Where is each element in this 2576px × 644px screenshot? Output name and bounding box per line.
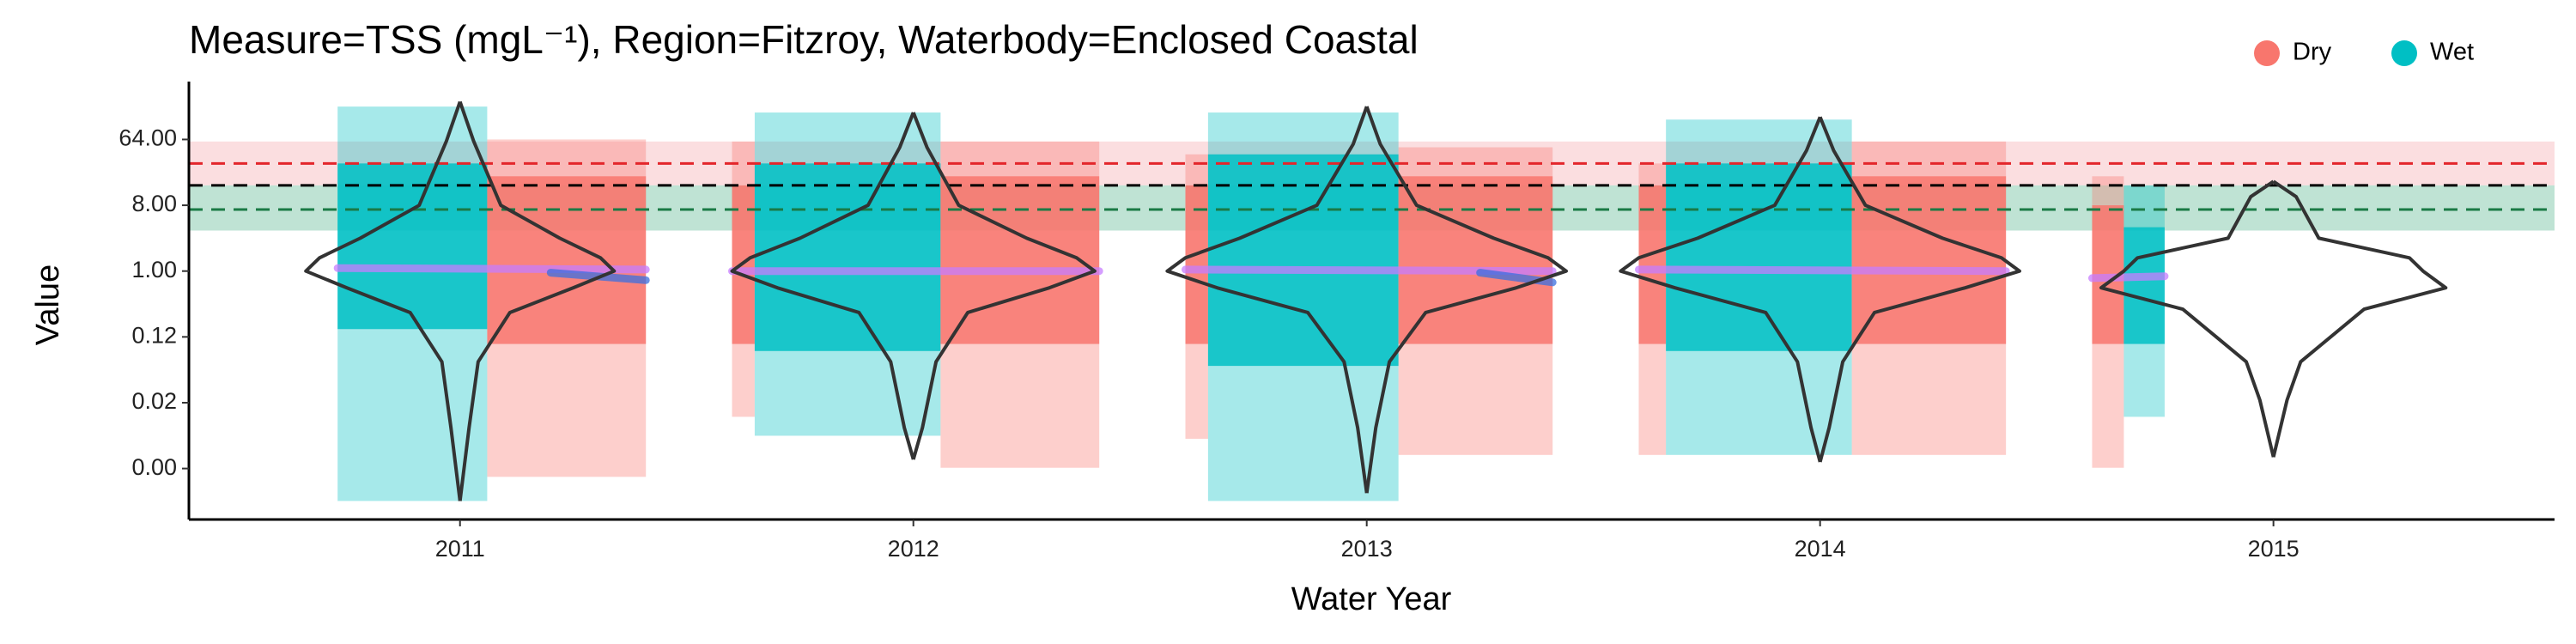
violin-outline (1619, 116, 1822, 463)
x-tick-label: 2012 (888, 536, 939, 562)
smooth-line (1634, 265, 2010, 276)
legend-swatch (2254, 40, 2280, 66)
y-tick-label: 0.12 (131, 322, 177, 348)
y-tick-label: 0.00 (131, 454, 177, 480)
y-tick-label: 1.00 (131, 257, 177, 283)
x-tick-label: 2015 (2248, 536, 2300, 562)
point-cloud-core (1638, 185, 1667, 344)
point-cloud-core (2123, 227, 2165, 344)
point-cloud-core (1666, 163, 1852, 351)
smooth-line (333, 264, 650, 274)
violin-outline (2271, 179, 2448, 458)
point-cloud-core (754, 163, 941, 351)
violin-outline (1818, 116, 2021, 463)
x-tick-label: 2011 (435, 536, 485, 562)
violin-outline (1364, 106, 1568, 494)
point-cloud-core (1185, 185, 1208, 344)
violin-outline (911, 112, 1097, 460)
violin-outline (458, 100, 617, 501)
smooth-line (1182, 265, 1557, 276)
y-tick-label: 0.02 (131, 388, 177, 414)
x-axis-label: Water Year (1291, 581, 1452, 617)
point-cloud-core (1851, 176, 2007, 344)
y-tick-label: 8.00 (131, 191, 177, 216)
x-tick-label: 2014 (1795, 536, 1846, 562)
chart-title: Measure=TSS (mgL⁻¹), Region=Fitzroy, Wat… (189, 17, 1419, 62)
legend-swatch (2391, 40, 2417, 66)
violin-outline (2099, 179, 2275, 458)
violin-outline (1165, 106, 1369, 494)
violin-outline (730, 112, 915, 460)
y-axis-label: Value (30, 264, 66, 345)
point-cloud-core (337, 163, 488, 330)
smooth-line (2087, 272, 2169, 283)
point-cloud-core (487, 176, 647, 344)
legend-label: Dry (2293, 39, 2332, 66)
x-tick-label: 2013 (1341, 536, 1393, 562)
violin-outline (304, 100, 462, 501)
legend-label: Wet (2430, 39, 2474, 66)
y-tick-label: 64.00 (118, 125, 177, 151)
point-cloud-core (1207, 154, 1399, 367)
